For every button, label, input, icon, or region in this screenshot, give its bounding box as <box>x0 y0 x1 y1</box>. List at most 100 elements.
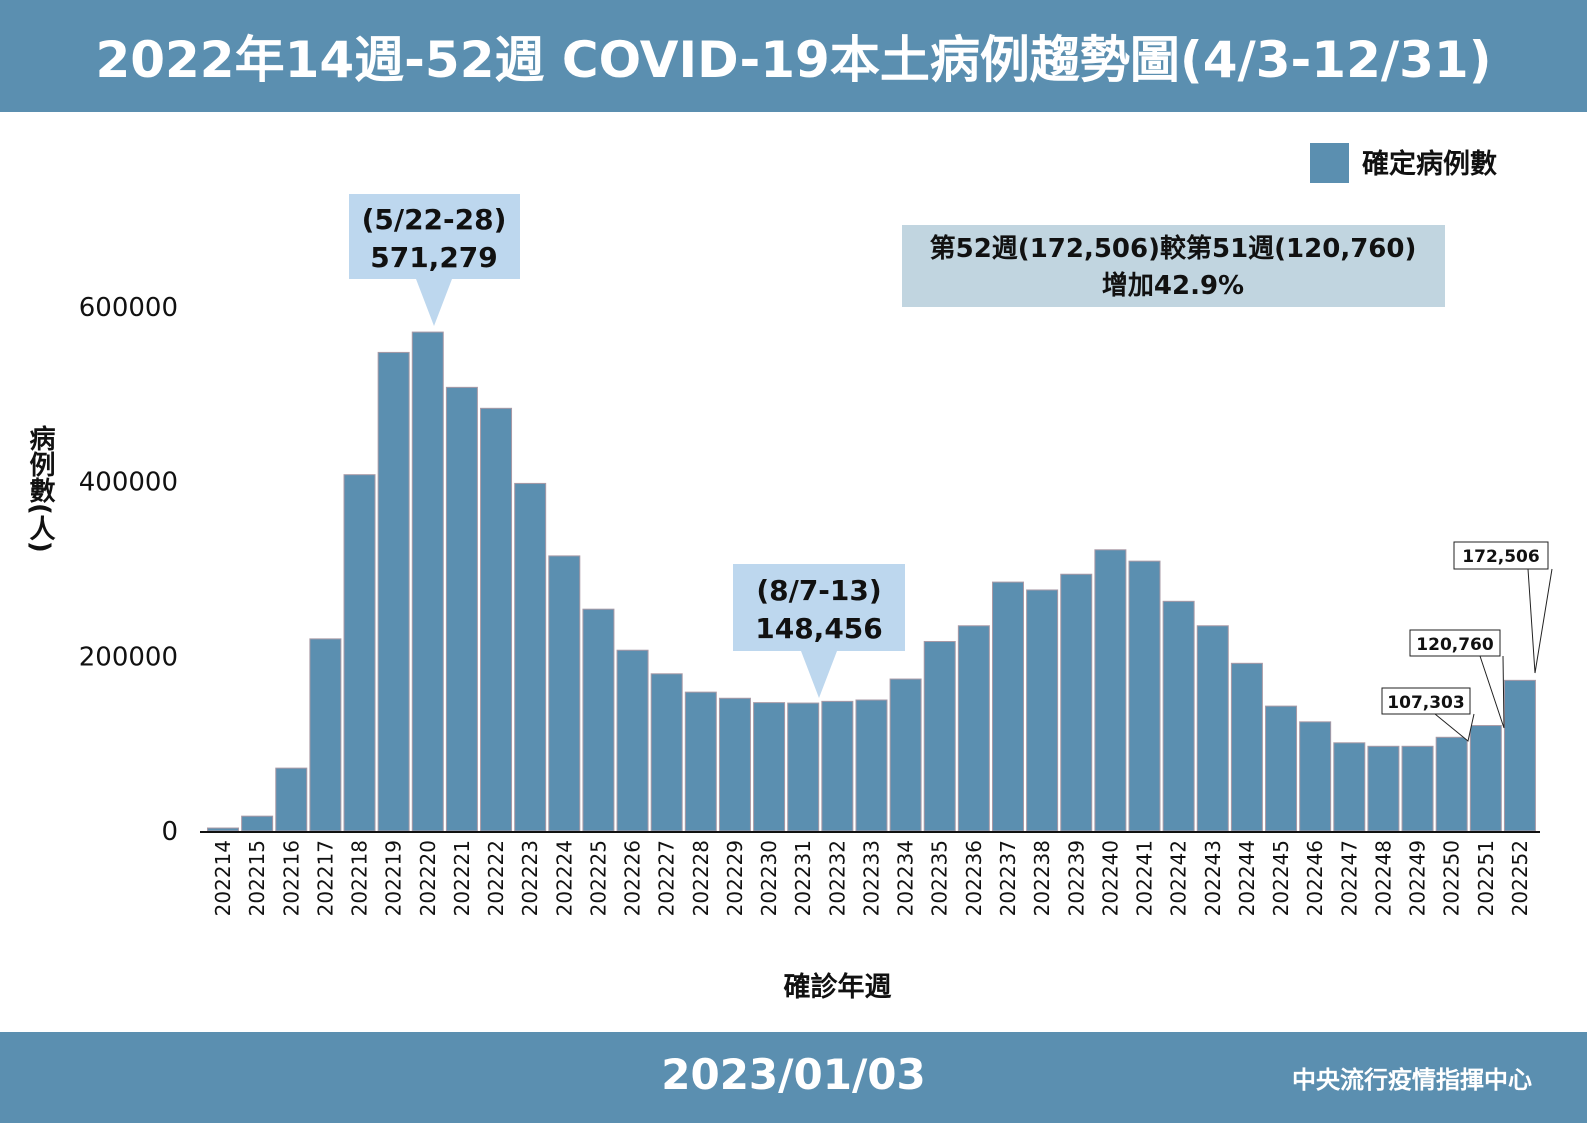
bar-202230 <box>753 702 786 832</box>
peak-callout-value: 571,279 <box>370 241 498 274</box>
x-tick-label: 202217 <box>313 840 337 916</box>
x-tick-label: 202250 <box>1440 840 1464 916</box>
trough-callout-date: (8/7-13) <box>756 574 881 607</box>
bar-202225 <box>582 608 615 832</box>
x-tick-label: 202229 <box>723 840 747 916</box>
legend-swatch <box>1310 143 1349 183</box>
svg-text:172,506: 172,506 <box>1462 547 1539 567</box>
bar-202247 <box>1333 742 1366 832</box>
peak-callout: (5/22-28) 571,279 <box>349 194 520 326</box>
y-axis-label: 病例數(人) <box>25 425 55 553</box>
x-tick-label: 202222 <box>484 840 508 916</box>
x-tick-label: 202241 <box>1133 840 1157 916</box>
x-tick-label: 202232 <box>825 840 849 916</box>
bar-202220 <box>411 331 444 832</box>
x-tick-label: 202223 <box>518 840 542 916</box>
x-tick-label: 202248 <box>1371 840 1395 916</box>
x-tick-label: 202234 <box>894 840 918 916</box>
svg-text:120,760: 120,760 <box>1416 635 1494 655</box>
x-tick-label: 202221 <box>450 840 474 916</box>
x-tick-label: 202235 <box>928 840 952 916</box>
bar-202215 <box>241 815 274 832</box>
x-tick-label: 202243 <box>1201 840 1225 916</box>
legend-label: 確定病例數 <box>1362 148 1497 180</box>
x-tick-label: 202236 <box>962 840 986 916</box>
summary-box: 第52週(172,506)較第51週(120,760) 增加42.9% <box>902 225 1445 307</box>
x-tick-label: 202251 <box>1474 840 1498 916</box>
bar-202252 <box>1503 679 1536 832</box>
x-tick-label: 202220 <box>416 840 440 916</box>
x-axis-label: 確診年週 <box>783 972 892 1003</box>
bar-202232 <box>821 700 854 832</box>
bar-202216 <box>275 767 308 832</box>
x-tick-label: 202233 <box>859 840 883 916</box>
bar-202228 <box>684 691 717 832</box>
bar-202227 <box>650 673 683 832</box>
y-tick-label: 400000 <box>79 468 178 498</box>
bar-202239 <box>1060 573 1093 832</box>
x-tick-label: 202244 <box>1235 840 1259 916</box>
svg-text:107,303: 107,303 <box>1387 693 1464 713</box>
bar-202237 <box>991 581 1024 832</box>
callout-week52: 172,506 <box>1453 541 1553 674</box>
bar-202251 <box>1469 725 1502 832</box>
trough-callout: (8/7-13) 148,456 <box>733 564 905 698</box>
bar-202224 <box>548 555 581 832</box>
bar-202245 <box>1265 705 1298 832</box>
x-tick-label: 202245 <box>1269 840 1293 916</box>
x-tick-label: 202214 <box>211 840 235 916</box>
callout-week50: 107,303 <box>1381 687 1475 742</box>
bar-202233 <box>855 699 888 832</box>
bar-202218 <box>343 474 376 832</box>
bar-202226 <box>616 649 649 832</box>
x-tick-label: 202230 <box>757 840 781 916</box>
x-tick-label: 202215 <box>245 840 269 916</box>
x-tick-label: 202225 <box>586 840 610 916</box>
x-tick-label: 202239 <box>1064 840 1088 916</box>
x-tick-label: 202228 <box>689 840 713 916</box>
bar-202219 <box>377 351 410 832</box>
x-tick-label: 202242 <box>1167 840 1191 916</box>
bar-202250 <box>1435 736 1468 832</box>
bar-202241 <box>1128 560 1161 832</box>
x-tick-label: 202249 <box>1406 840 1430 916</box>
x-tick-label: 202226 <box>621 840 645 916</box>
x-tick-label: 202219 <box>382 840 406 916</box>
bar-202234 <box>889 678 922 832</box>
peak-callout-date: (5/22-28) <box>362 203 507 236</box>
bar-202214 <box>207 827 239 832</box>
y-tick-label: 600000 <box>79 293 178 323</box>
callout-week51: 120,760 <box>1409 629 1505 729</box>
bar-202221 <box>445 386 478 832</box>
y-tick-label: 0 <box>161 817 178 847</box>
x-tick-label: 202247 <box>1337 840 1361 916</box>
x-tick-label: 202227 <box>655 840 679 916</box>
x-tick-label: 202252 <box>1508 840 1532 916</box>
y-tick-label: 200000 <box>79 642 178 672</box>
bar-202242 <box>1162 600 1195 832</box>
bar-202240 <box>1094 549 1127 832</box>
x-tick-label: 202231 <box>791 840 815 916</box>
footer-org: 中央流行疫情指揮中心 <box>1292 1066 1532 1094</box>
bar-202236 <box>957 625 990 832</box>
bar-202229 <box>718 697 751 832</box>
bar-202246 <box>1299 721 1332 832</box>
footer-date: 2023/01/03 <box>661 1050 926 1099</box>
footer: 2023/01/03 中央流行疫情指揮中心 <box>0 1032 1587 1123</box>
trough-callout-value: 148,456 <box>755 612 883 645</box>
x-tick-label: 202240 <box>1098 840 1122 916</box>
chart-title: 2022年14週-52週 COVID-19本土病例趨勢圖(4/3-12/31) <box>0 0 1587 112</box>
bar-202217 <box>309 638 342 832</box>
x-tick-label: 202216 <box>279 840 303 916</box>
bar-202238 <box>1026 589 1059 832</box>
x-tick-label: 202246 <box>1303 840 1327 916</box>
bar-202243 <box>1196 625 1229 832</box>
bar-202249 <box>1401 745 1434 832</box>
bar-202244 <box>1230 662 1263 832</box>
x-tick-label: 202224 <box>552 840 576 916</box>
x-tick-label: 202238 <box>1030 840 1054 916</box>
bar-202248 <box>1367 745 1400 832</box>
x-tick-label: 202218 <box>348 840 372 916</box>
bar-202222 <box>480 407 513 832</box>
